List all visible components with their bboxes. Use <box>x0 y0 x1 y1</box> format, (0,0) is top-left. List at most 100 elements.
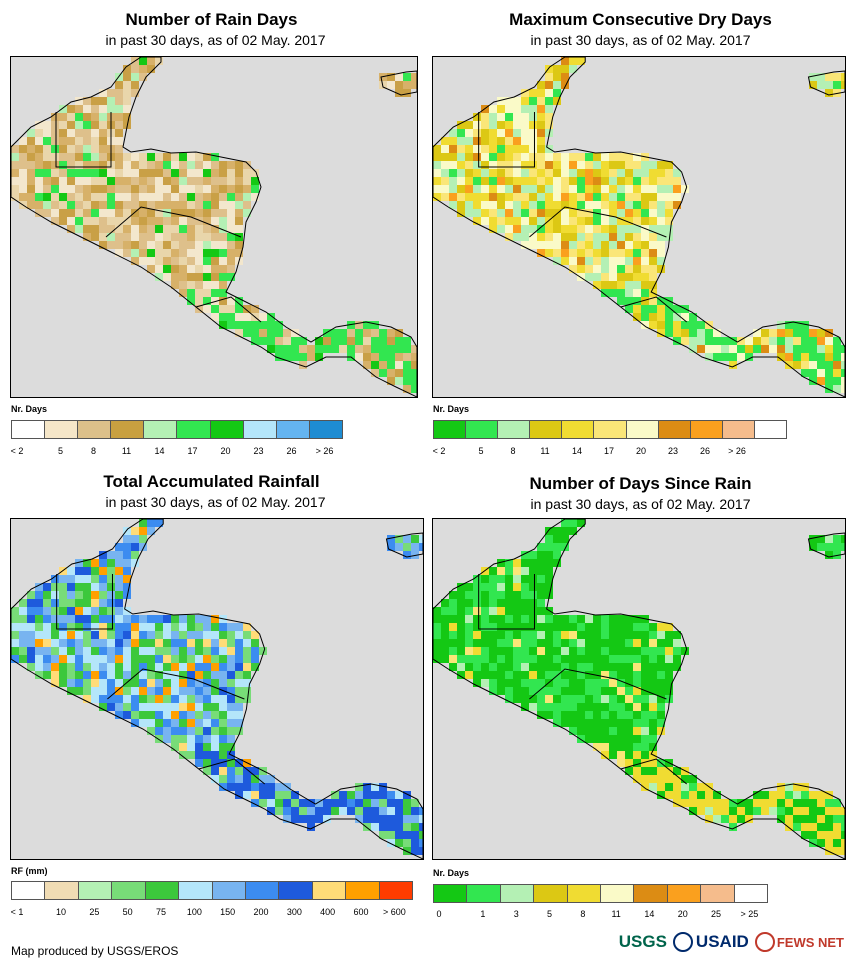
raster-cell <box>473 679 481 687</box>
raster-cell <box>577 249 585 257</box>
legend-label: 23 <box>253 446 264 456</box>
raster-cell <box>27 663 35 671</box>
raster-cell <box>817 353 825 361</box>
raster-cell <box>115 599 123 607</box>
raster-cell <box>745 815 753 823</box>
raster-cell <box>315 345 323 353</box>
raster-cell <box>219 281 227 289</box>
raster-cell <box>395 81 403 89</box>
raster-cell <box>577 663 585 671</box>
raster-cell <box>251 321 259 329</box>
raster-cell <box>633 177 641 185</box>
raster-cell <box>219 265 227 273</box>
raster-cell <box>585 153 593 161</box>
raster-cell <box>513 113 521 121</box>
raster-cell <box>601 273 609 281</box>
raster-cell <box>43 623 51 631</box>
raster-cell <box>179 663 187 671</box>
island-coastline <box>380 70 417 96</box>
raster-cell <box>465 599 473 607</box>
raster-cell <box>433 615 441 623</box>
raster-cell <box>545 543 553 551</box>
raster-cell <box>115 193 123 201</box>
raster-cell <box>67 161 75 169</box>
raster-cell <box>657 719 665 727</box>
raster-cell <box>561 241 569 249</box>
raster-cell <box>187 201 195 209</box>
raster-cell <box>553 551 561 559</box>
raster-cell <box>99 671 107 679</box>
raster-cell <box>115 607 123 615</box>
raster-cell <box>657 257 665 265</box>
raster-cell <box>211 687 219 695</box>
raster-cell <box>601 647 609 655</box>
raster-cell <box>577 265 585 273</box>
raster-cell <box>561 217 569 225</box>
raster-cell <box>163 615 171 623</box>
raster-cell <box>107 647 115 655</box>
raster-cell <box>449 193 457 201</box>
raster-cell <box>505 591 513 599</box>
raster-cell <box>625 217 633 225</box>
raster-cell <box>27 161 35 169</box>
raster-cell <box>75 607 83 615</box>
raster-cell <box>403 353 411 361</box>
raster-cell <box>171 281 179 289</box>
raster-cell <box>529 121 537 129</box>
raster-cells <box>11 519 423 855</box>
raster-cell <box>75 153 83 161</box>
raster-cell <box>275 791 283 799</box>
raster-cell <box>777 329 785 337</box>
raster-cell <box>91 217 99 225</box>
raster-cell <box>497 185 505 193</box>
raster-cell <box>569 727 577 735</box>
raster-cell <box>195 655 203 663</box>
raster-cell <box>705 791 713 799</box>
raster-cell <box>91 161 99 169</box>
raster-cell <box>513 153 521 161</box>
map-days-since-rain <box>432 518 846 860</box>
raster-cell <box>513 161 521 169</box>
raster-cell <box>187 265 195 273</box>
raster-cell <box>179 289 187 297</box>
raster-cell <box>67 225 75 233</box>
raster-cell <box>657 647 665 655</box>
raster-cell <box>633 297 641 305</box>
raster-cell <box>481 575 489 583</box>
raster-cell <box>593 273 601 281</box>
raster-cell <box>801 799 809 807</box>
raster-cell <box>115 121 123 129</box>
raster-cell <box>801 831 809 839</box>
raster-cell <box>131 73 139 81</box>
raster-cell <box>91 201 99 209</box>
raster-cell <box>609 241 617 249</box>
raster-cell <box>625 193 633 201</box>
raster-cell <box>817 361 825 369</box>
raster-cell <box>505 647 513 655</box>
raster-cell <box>147 185 155 193</box>
raster-cell <box>171 201 179 209</box>
raster-cell <box>131 169 139 177</box>
raster-cell <box>51 121 59 129</box>
raster-cell <box>617 217 625 225</box>
raster-cell <box>489 575 497 583</box>
legend-label: 3 <box>513 909 519 919</box>
raster-cell <box>609 671 617 679</box>
raster-cell <box>43 639 51 647</box>
raster-cell <box>817 799 825 807</box>
raster-cell <box>43 583 51 591</box>
raster-cell <box>187 695 195 703</box>
raster-cell <box>521 639 529 647</box>
legend-title: RF (mm) <box>11 866 48 876</box>
raster-cell <box>529 161 537 169</box>
legend-swatch <box>346 882 380 899</box>
raster-cell <box>291 337 299 345</box>
raster-cell <box>489 201 497 209</box>
raster-cell <box>155 679 163 687</box>
raster-cell <box>123 535 131 543</box>
raster-cell <box>243 193 251 201</box>
raster-cell <box>107 169 115 177</box>
raster-cell <box>411 543 419 551</box>
raster-cell <box>457 663 465 671</box>
raster-cell <box>331 329 339 337</box>
